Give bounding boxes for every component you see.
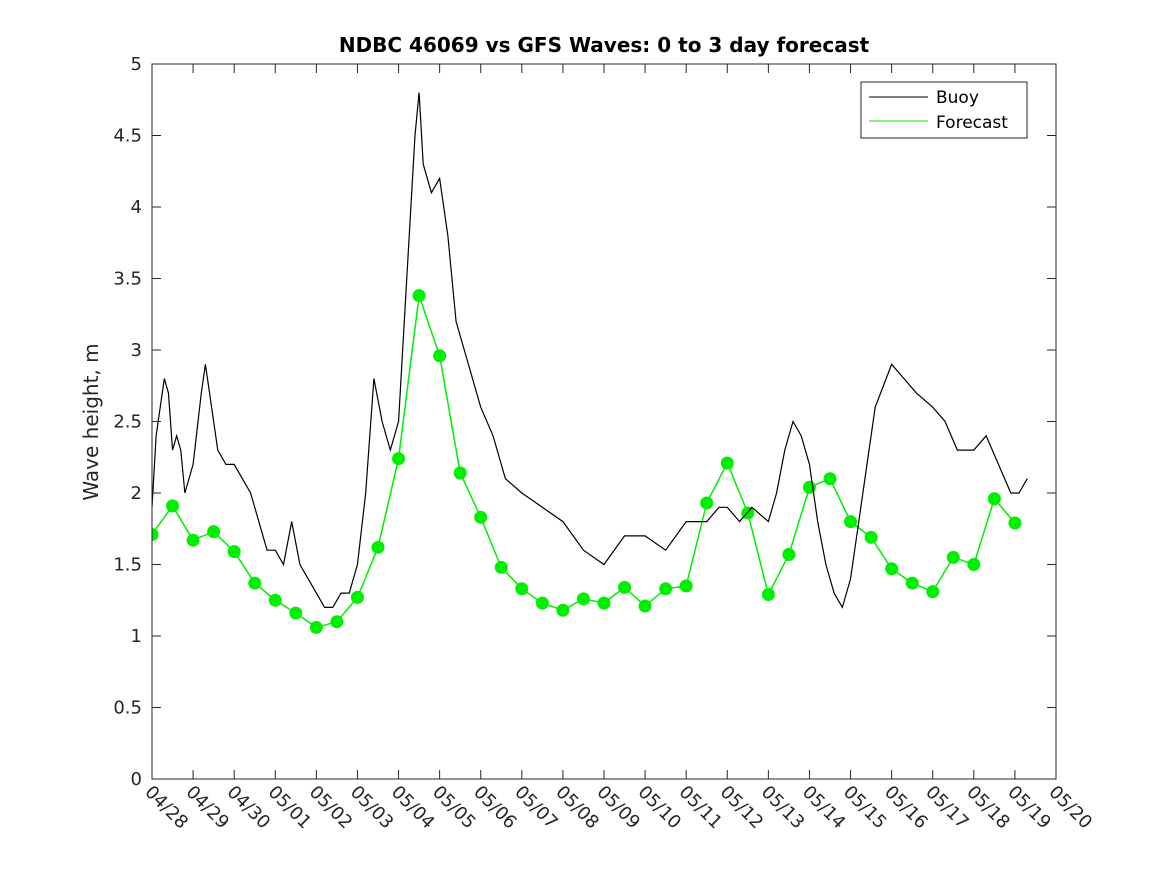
chart-title: NDBC 46069 vs GFS Waves: 0 to 3 day fore…	[339, 33, 870, 57]
forecast-point	[515, 582, 529, 596]
legend-box	[860, 81, 1028, 139]
forecast-point	[659, 582, 673, 596]
forecast-point	[618, 580, 632, 594]
forecast-point	[309, 620, 323, 634]
forecast-point	[350, 590, 364, 604]
forecast-point	[638, 599, 652, 613]
forecast-point	[844, 515, 858, 529]
forecast-point	[152, 527, 159, 541]
y-tick-label: 0.5	[113, 698, 142, 719]
forecast-point	[433, 349, 447, 363]
forecast-point	[761, 588, 775, 602]
forecast-point	[885, 562, 899, 576]
legend-buoy-label: Buoy	[936, 88, 979, 108]
forecast-point	[679, 579, 693, 593]
forecast-point	[248, 576, 262, 590]
y-tick-label: 2	[131, 483, 142, 504]
y-tick-label: 0	[131, 769, 142, 790]
forecast-point	[967, 558, 981, 571]
y-tick-label: 1.5	[113, 555, 142, 576]
y-tick-label: 2.5	[113, 412, 142, 433]
forecast-point	[412, 289, 426, 303]
y-tick-label: 1	[131, 626, 142, 647]
forecast-point	[1008, 516, 1022, 530]
forecast-point	[597, 596, 611, 610]
forecast-point	[227, 545, 241, 559]
forecast-point	[186, 533, 200, 547]
forecast-point	[207, 525, 221, 539]
forecast-point	[700, 496, 714, 510]
forecast-point	[802, 480, 816, 494]
forecast-point	[166, 499, 180, 513]
forecast-point	[576, 592, 590, 606]
y-axis-label: Wave height, m	[79, 343, 103, 500]
forecast-point	[268, 593, 282, 607]
legend-forecast-label: Forecast	[936, 113, 1008, 133]
y-tick-label: 4.5	[113, 126, 142, 147]
series-group	[152, 92, 1028, 634]
forecast-point	[946, 550, 960, 564]
forecast-point	[494, 560, 508, 574]
y-tick-label: 5	[131, 54, 142, 75]
y-tick-label: 3	[131, 340, 142, 361]
legend: Buoy Forecast	[860, 81, 1028, 139]
forecast-point	[474, 510, 488, 524]
buoy-series-line	[152, 92, 1028, 609]
forecast-point	[392, 452, 406, 466]
forecast-point	[556, 603, 570, 617]
forecast-point	[905, 576, 919, 590]
forecast-point	[926, 585, 940, 599]
forecast-point	[535, 596, 549, 610]
y-tick-label: 3.5	[113, 269, 142, 290]
forecast-point	[987, 492, 1001, 506]
forecast-point	[720, 456, 734, 470]
forecast-point	[371, 540, 385, 554]
forecast-point	[823, 472, 837, 486]
forecast-point	[289, 606, 303, 620]
forecast-point	[330, 615, 344, 629]
forecast-point	[864, 530, 878, 544]
y-tick-label: 4	[131, 197, 142, 218]
forecast-point	[782, 547, 796, 561]
forecast-point	[453, 466, 467, 480]
